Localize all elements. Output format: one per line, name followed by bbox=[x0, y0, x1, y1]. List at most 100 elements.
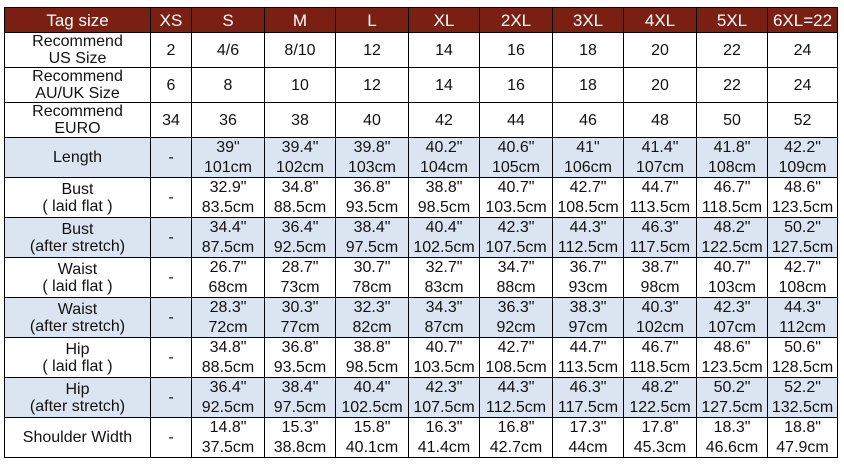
cm-value: 106cm bbox=[563, 159, 613, 176]
row-label-cell: Recommend US Size bbox=[4, 32, 151, 68]
row-label-line: ( laid flat ) bbox=[42, 277, 113, 295]
row-label-line: Hip bbox=[65, 340, 90, 358]
inch-value: 50.6" bbox=[784, 339, 821, 356]
measurement-row: Shoulder Width -14.8" 37.5cm 15.3" 38.8cm 15.… bbox=[4, 417, 838, 458]
cm-value: 117.5cm bbox=[557, 399, 619, 416]
cm-value: 87cm bbox=[424, 319, 464, 336]
row-label-line: Waist bbox=[57, 300, 98, 318]
size-value-cell: 6 bbox=[150, 67, 192, 103]
measurement-empty-cell: - bbox=[150, 377, 192, 418]
cm-value: 47.9cm bbox=[776, 439, 829, 456]
size-value-cell: 52 bbox=[767, 102, 838, 138]
cm-value: 107cm bbox=[707, 319, 757, 336]
measurement-cell: 44.3" 112.5cm bbox=[552, 217, 624, 258]
measurement-cell: 34.8" 88.5cm bbox=[191, 337, 265, 378]
measurement-cell: 39" 101cm bbox=[191, 137, 265, 178]
measurement-cell: 26.7" 68cm bbox=[191, 257, 265, 298]
cm-value: 128.5cm bbox=[771, 359, 834, 376]
cm-value: 108cm bbox=[778, 279, 827, 296]
cm-value: 107cm bbox=[635, 159, 685, 176]
inch-value: 26.7" bbox=[209, 259, 247, 276]
row-label-line: Bust bbox=[61, 220, 94, 238]
row-label-cell: Waist( laid flat ) bbox=[4, 257, 151, 298]
inch-value: 28.7" bbox=[281, 259, 319, 276]
measurement-cell: 48.6" 123.5cm bbox=[767, 177, 838, 218]
inch-value: 42.3" bbox=[425, 379, 463, 396]
inch-value: 40.7" bbox=[425, 339, 463, 356]
measurement-cell: 42.3" 107cm bbox=[696, 297, 768, 338]
cm-value: 107.5cm bbox=[485, 239, 547, 256]
measurement-cell: 30.3" 77cm bbox=[264, 297, 336, 338]
cm-value: 72cm bbox=[208, 319, 248, 336]
measurement-cell: 50.2" 127.5cm bbox=[767, 217, 838, 258]
row-label-line: ( laid flat ) bbox=[42, 197, 113, 215]
cm-value: 97.5cm bbox=[273, 399, 327, 416]
cm-value: 102cm bbox=[275, 159, 325, 176]
cm-value: 103.5cm bbox=[485, 199, 547, 216]
measurement-cell: 28.7" 73cm bbox=[264, 257, 336, 298]
cm-value: 103.5cm bbox=[413, 359, 475, 376]
measurement-cell: 40.3" 102cm bbox=[623, 297, 697, 338]
inch-value: 38.4" bbox=[353, 219, 391, 236]
measurement-cell: 36.4" 92.5cm bbox=[264, 217, 336, 258]
inch-value: 44.7" bbox=[641, 179, 679, 196]
inch-value: 44.3" bbox=[497, 379, 535, 396]
row-label-line: (after stretch) bbox=[29, 317, 126, 335]
size-value-cell: 12 bbox=[335, 32, 409, 68]
size-row-us-row: Recommend US Size 2 4/6 8/10 12 14 16 18 20 22 24 bbox=[4, 32, 838, 68]
measurement-cell: 15.3" 38.8cm bbox=[264, 417, 336, 458]
cm-value: 87.5cm bbox=[201, 239, 255, 256]
row-label-cell: Bust (after stretch) bbox=[4, 217, 151, 258]
cm-value: 98cm bbox=[640, 279, 680, 296]
size-value-cell: 4/6 bbox=[191, 32, 265, 68]
inch-value: 39.4" bbox=[281, 139, 319, 156]
inch-value: 48.6" bbox=[784, 179, 821, 196]
inch-value: 36.8" bbox=[281, 339, 319, 356]
size-value-cell: 16 bbox=[479, 67, 553, 103]
cm-value: 92cm bbox=[496, 319, 536, 336]
measurement-cell: 44.7" 113.5cm bbox=[623, 177, 697, 218]
size-value-cell: 8 bbox=[191, 67, 265, 103]
header-cell: M bbox=[264, 7, 336, 33]
cm-value: 78cm bbox=[352, 279, 392, 296]
measurement-cell: 42.7" 108.5cm bbox=[479, 337, 553, 378]
row-label-line: US Size bbox=[48, 50, 107, 67]
measurement-cell: 16.8" 42.7cm bbox=[479, 417, 553, 458]
measurement-row: Hip( laid flat ) -34.8" 88.5cm 36.8" 93.5cm 3… bbox=[4, 337, 838, 378]
size-value-cell: 8/10 bbox=[264, 32, 336, 68]
cm-value: 68cm bbox=[208, 279, 248, 296]
cm-value: 41.4cm bbox=[417, 439, 471, 456]
measurement-cell: 38.4" 97.5cm bbox=[335, 217, 409, 258]
measurement-cell: 40.7" 103.5cm bbox=[479, 177, 553, 218]
measurement-cell: 30.7" 78cm bbox=[335, 257, 409, 298]
size-chart-body: Recommend US Size 2 4/6 8/10 12 14 16 18 20 22 24 Re… bbox=[4, 32, 838, 458]
measurement-cell: 17.3" 44cm bbox=[552, 417, 624, 458]
header-cell: 6XL=22 bbox=[767, 7, 838, 33]
row-label-line: Length bbox=[53, 149, 102, 166]
row-label-line: Shoulder Width bbox=[22, 429, 133, 446]
inch-value: 15.3" bbox=[281, 419, 319, 436]
inch-value: 44.3" bbox=[569, 219, 607, 236]
measurement-cell: 46.7" 118.5cm bbox=[696, 177, 768, 218]
inch-value: 38.7" bbox=[641, 259, 679, 276]
cm-value: 82cm bbox=[352, 319, 392, 336]
measurement-cell: 36.8" 93.5cm bbox=[264, 337, 336, 378]
inch-value: 38.8" bbox=[425, 179, 463, 196]
inch-value: 40.4" bbox=[353, 379, 391, 396]
inch-value: 48.6" bbox=[713, 339, 751, 356]
cm-value: 112cm bbox=[779, 319, 826, 336]
row-label-cell: Shoulder Width bbox=[4, 417, 151, 458]
header-cell: Tag size bbox=[4, 7, 151, 33]
cm-value: 42.7cm bbox=[489, 439, 543, 456]
inch-value: 36.3" bbox=[497, 299, 535, 316]
size-value-cell: 22 bbox=[696, 32, 768, 68]
header-cell: S bbox=[191, 7, 265, 33]
measurement-cell: 40.4" 102.5cm bbox=[335, 377, 409, 418]
measurement-empty-cell: - bbox=[150, 177, 192, 218]
measurement-cell: 15.8" 40.1cm bbox=[335, 417, 409, 458]
measurement-cell: 40.4" 102.5cm bbox=[408, 217, 480, 258]
row-label-line: Bust bbox=[61, 180, 94, 198]
measurement-cell: 34.4" 87.5cm bbox=[191, 217, 265, 258]
inch-value: 16.3" bbox=[425, 419, 463, 436]
cm-value: 38.8cm bbox=[273, 439, 327, 456]
